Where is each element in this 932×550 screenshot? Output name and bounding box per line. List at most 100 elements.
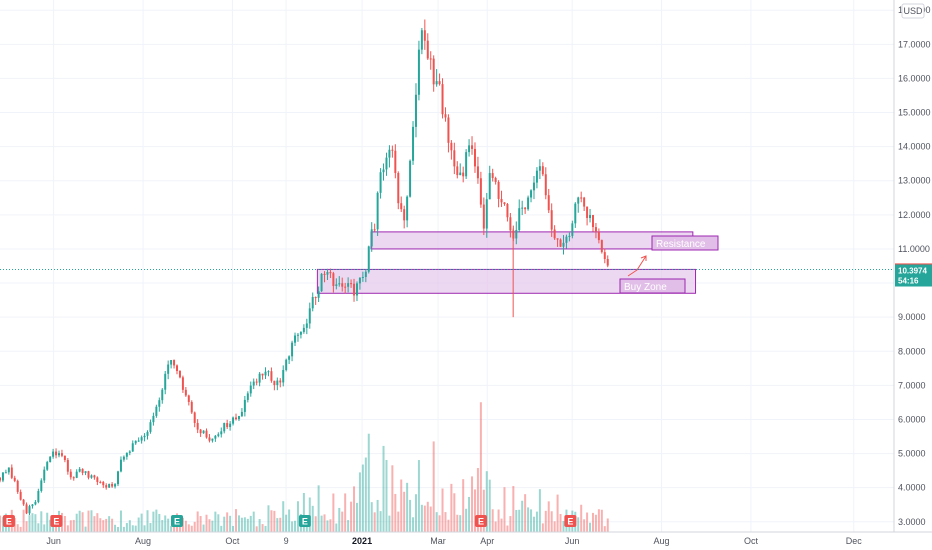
- candle-body: [603, 252, 606, 259]
- candlestick-series: [0, 19, 609, 516]
- candle-body: [547, 195, 550, 211]
- candle-body: [181, 377, 184, 390]
- volume-bar: [583, 519, 586, 532]
- time-tick-label: Dec: [846, 536, 863, 546]
- volume-bar: [550, 511, 553, 532]
- volume-bar: [341, 511, 344, 532]
- price-tick-label: 17.0000: [898, 39, 931, 49]
- candle-body: [591, 215, 594, 228]
- volume-bar: [152, 511, 155, 532]
- candle-body: [503, 202, 506, 205]
- candle-body: [214, 435, 217, 439]
- candle-body: [524, 207, 527, 210]
- candle-body: [170, 360, 173, 365]
- event-marker-bg: [564, 515, 577, 527]
- countdown-timer: 54:16: [898, 276, 919, 285]
- candle-body: [10, 467, 13, 478]
- candle-body: [285, 359, 288, 371]
- time-tick-label: Oct: [225, 536, 240, 546]
- candle-body: [270, 371, 273, 381]
- candle-body: [96, 477, 99, 482]
- candle-body: [468, 145, 471, 153]
- candle-body: [16, 480, 19, 492]
- volume-bar: [131, 525, 134, 532]
- candle-body: [128, 451, 131, 453]
- volume-bar: [600, 509, 603, 532]
- candle-body: [574, 203, 577, 224]
- volume-bar: [494, 521, 497, 532]
- volume-bar: [556, 494, 559, 532]
- currency-badge[interactable]: [901, 3, 925, 19]
- volume-bar: [205, 514, 208, 532]
- dividend-icon[interactable]: E: [298, 515, 311, 527]
- volume-bar: [237, 515, 240, 532]
- time-axis[interactable]: Jun Aug Oct 9 2021 Mar Apr Jun Aug Oct Dec: [46, 536, 862, 546]
- candle-body: [81, 468, 84, 473]
- candle-body: [450, 142, 453, 151]
- volume-bar: [294, 520, 297, 532]
- event-marker-label: E: [567, 517, 573, 527]
- candle-body: [28, 506, 31, 514]
- volume-bar: [338, 507, 341, 532]
- candle-body: [344, 286, 347, 288]
- volume-bar: [370, 502, 373, 532]
- candle-body: [202, 430, 205, 434]
- volume-bar: [320, 515, 323, 532]
- candle-body: [22, 499, 25, 505]
- earnings-icon[interactable]: E: [474, 515, 487, 527]
- volume-bar: [397, 511, 400, 532]
- volume-bar: [423, 505, 426, 532]
- volume-bar: [432, 441, 435, 532]
- volume-bar: [273, 510, 276, 532]
- volume-bar: [202, 524, 205, 532]
- volume-bar: [249, 515, 252, 532]
- volume-bar: [435, 512, 438, 532]
- earnings-icon[interactable]: E: [564, 515, 577, 527]
- earnings-icon[interactable]: E: [50, 515, 63, 527]
- time-tick-label: Jun: [46, 536, 61, 546]
- candle-body: [229, 423, 232, 428]
- candle-body: [476, 166, 479, 179]
- candle-body: [58, 453, 61, 456]
- price-tick-label: 13.0000: [898, 176, 931, 186]
- volume-bar: [332, 493, 335, 532]
- volume-bar: [311, 505, 314, 532]
- volume-bar: [52, 522, 55, 532]
- candle-body: [155, 406, 158, 416]
- candle-body: [353, 283, 356, 296]
- resistance-label: Resistance: [656, 239, 706, 250]
- volume-bar: [285, 514, 288, 532]
- candle-body: [305, 323, 308, 328]
- volume-bar: [170, 526, 173, 532]
- candle-body: [444, 114, 447, 118]
- candle-body: [176, 365, 179, 371]
- volume-bar: [117, 526, 120, 532]
- candle-body: [580, 197, 583, 199]
- candle-body: [264, 371, 267, 376]
- candle-body: [414, 94, 417, 127]
- time-tick-label: Jun: [565, 536, 580, 546]
- candle-body: [119, 459, 122, 472]
- candle-body: [370, 229, 373, 247]
- candle-body: [432, 58, 435, 85]
- price-axis[interactable]: 3.0000 4.0000 5.0000 6.0000 7.0000 8.0000 9.00…: [898, 5, 931, 527]
- candle-body: [93, 475, 96, 478]
- volume-bar: [102, 520, 105, 532]
- resistance-label-box: [651, 235, 719, 251]
- volume-bar: [214, 511, 217, 532]
- candle-body: [335, 284, 338, 286]
- candle-body: [553, 229, 556, 239]
- volume-bar: [155, 509, 158, 532]
- volume-bar: [40, 511, 43, 532]
- volume-bar: [258, 519, 261, 532]
- candle-body: [400, 203, 403, 210]
- candle-body: [66, 459, 69, 472]
- earnings-icon[interactable]: E: [2, 515, 15, 527]
- current-price-tag: [895, 264, 932, 287]
- candle-body: [52, 451, 55, 457]
- candle-body: [78, 468, 81, 472]
- dividend-icon[interactable]: E: [171, 515, 184, 527]
- volume-bar: [161, 520, 164, 532]
- candle-body: [294, 335, 297, 343]
